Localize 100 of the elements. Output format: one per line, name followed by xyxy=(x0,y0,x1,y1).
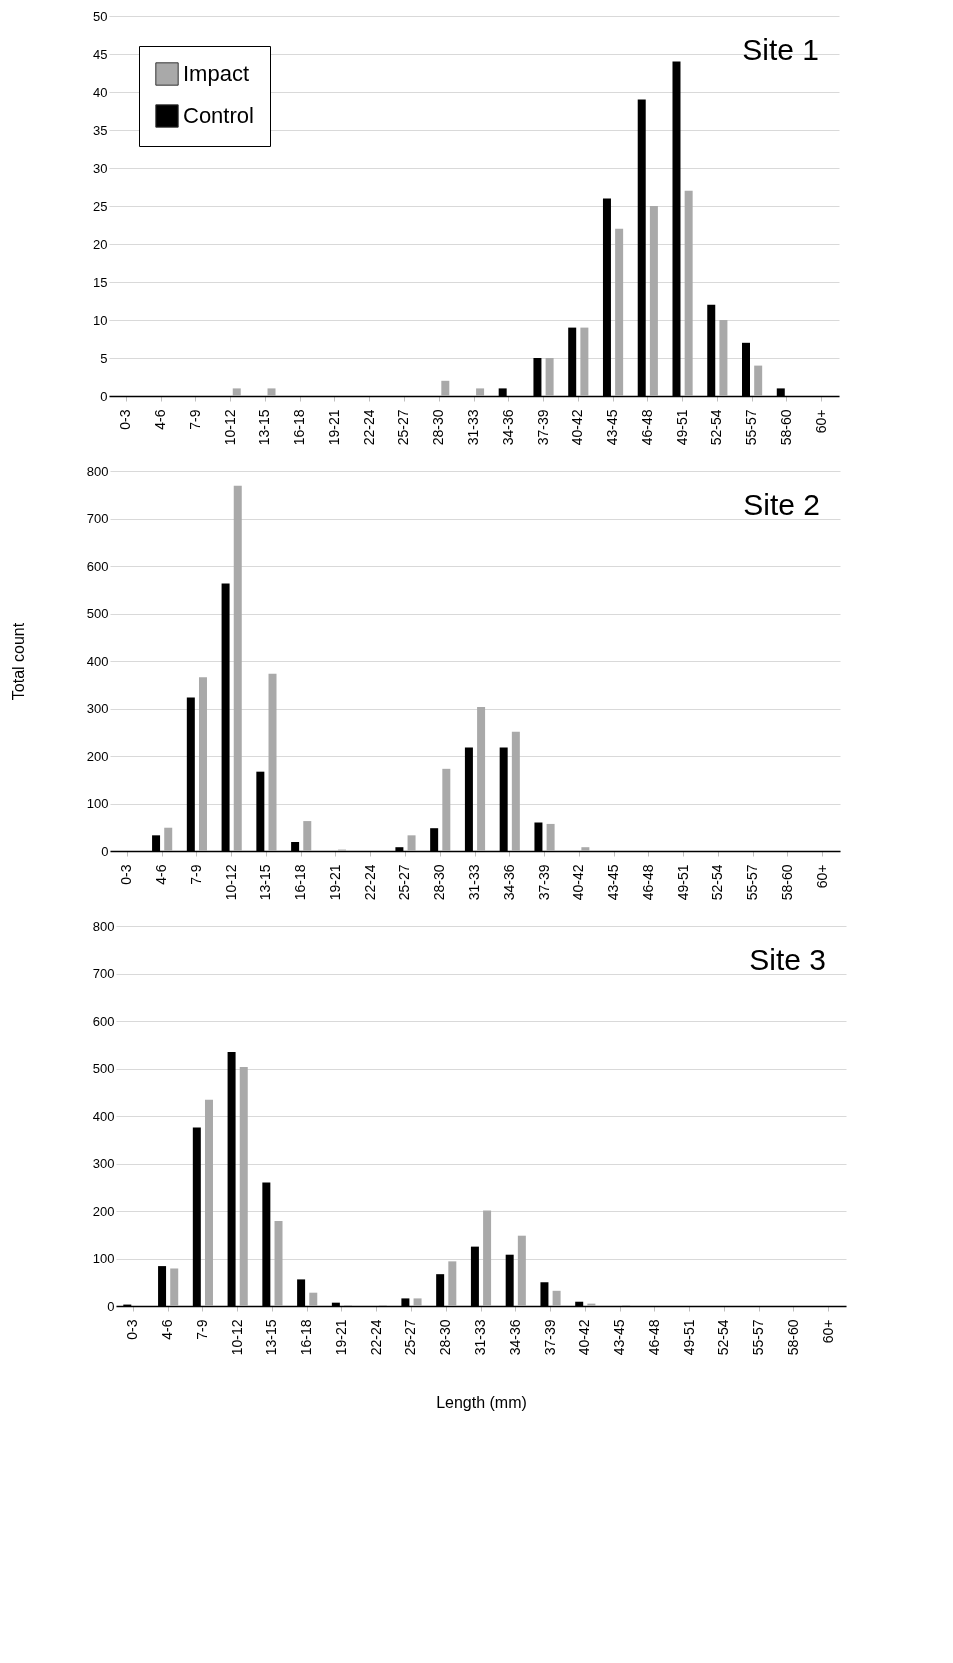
x-tick-label: 52-54 xyxy=(715,1319,732,1356)
bar xyxy=(719,320,728,396)
y-tick-label: 40 xyxy=(93,84,108,100)
x-tick-label: 4-6 xyxy=(153,864,170,885)
x-tick-label: 60+ xyxy=(819,1319,836,1344)
x-tick-label: 28-30 xyxy=(437,1319,454,1356)
y-tick-label: 10 xyxy=(93,312,108,328)
y-tick-label: 700 xyxy=(92,966,115,981)
bar xyxy=(303,821,312,851)
x-tick-label: 25-27 xyxy=(396,864,413,901)
x-tick-label: 10-12 xyxy=(228,1319,245,1356)
x-tick-label: 25-27 xyxy=(395,409,412,446)
x-tick-label: 60+ xyxy=(813,864,830,889)
x-tick-label: 19-21 xyxy=(326,864,343,901)
x-tick-label: 4-6 xyxy=(159,1319,176,1340)
x-tick-label: 10-12 xyxy=(221,409,238,446)
bar xyxy=(545,358,554,396)
x-tick-label: 40-42 xyxy=(576,1319,593,1356)
x-tick-label: 46-48 xyxy=(638,409,655,446)
x-tick-label: 58-60 xyxy=(778,864,795,901)
x-tick-label: 46-48 xyxy=(639,864,656,901)
bar xyxy=(581,847,590,851)
x-tick-label: 60+ xyxy=(812,409,829,434)
bar xyxy=(267,388,276,396)
x-tick-label: 16-18 xyxy=(291,409,308,446)
annotation: Site 2 xyxy=(743,488,820,521)
x-tick-label: 7-9 xyxy=(187,864,204,885)
x-tick-label: 55-57 xyxy=(744,864,761,901)
x-tick-label: 0-3 xyxy=(117,409,134,430)
bar xyxy=(649,206,658,396)
x-tick-label: 19-21 xyxy=(325,409,342,446)
x-tick-label: 43-45 xyxy=(604,409,621,446)
bar xyxy=(448,1261,457,1306)
bar xyxy=(233,485,242,851)
bar xyxy=(754,365,763,396)
x-axis-title: Length (mm) xyxy=(436,1394,527,1412)
x-tick-label: 49-51 xyxy=(673,409,690,446)
bar xyxy=(170,1268,179,1306)
bar xyxy=(198,677,207,851)
bar xyxy=(546,823,555,851)
bar xyxy=(615,228,624,396)
bar xyxy=(239,1067,248,1306)
x-tick-label: 40-42 xyxy=(570,864,587,901)
bar xyxy=(511,731,520,851)
x-tick-label: 52-54 xyxy=(708,409,725,446)
x-tick-label: 22-24 xyxy=(361,864,378,901)
x-tick-label: 0-3 xyxy=(118,864,135,885)
bar xyxy=(232,388,241,396)
bar xyxy=(274,1220,283,1306)
bar xyxy=(407,835,416,851)
x-tick-label: 13-15 xyxy=(263,1319,280,1356)
y-tick-label: 400 xyxy=(86,653,109,669)
bar xyxy=(684,190,693,396)
x-tick-label: 31-33 xyxy=(466,864,482,901)
y-tick-label: 30 xyxy=(93,160,108,176)
y-tick-label: 300 xyxy=(86,701,109,716)
y-tick-label: 25 xyxy=(93,198,108,214)
annotation: Site 3 xyxy=(749,943,826,976)
x-tick-label: 58-60 xyxy=(777,409,794,446)
x-tick-label: 31-33 xyxy=(472,1319,488,1356)
x-tick-label: 0-3 xyxy=(124,1319,141,1340)
y-tick-label: 500 xyxy=(86,606,109,621)
x-tick-label: 7-9 xyxy=(186,409,203,430)
y-tick-label: 0 xyxy=(101,843,109,859)
y-axis-title: Total count xyxy=(9,622,27,701)
x-tick-label: 34-36 xyxy=(499,409,516,446)
bar xyxy=(441,380,450,396)
y-tick-label: 800 xyxy=(86,463,109,479)
x-tick-label: 52-54 xyxy=(709,864,726,901)
y-tick-label: 700 xyxy=(86,511,109,526)
x-tick-label: 13-15 xyxy=(257,864,274,901)
x-tick-label: 31-33 xyxy=(465,409,481,446)
y-tick-label: 400 xyxy=(92,1108,115,1124)
y-tick-label: 0 xyxy=(107,1298,115,1314)
x-tick-label: 43-45 xyxy=(605,864,622,901)
y-tick-label: 15 xyxy=(93,274,108,290)
x-tick-label: 13-15 xyxy=(256,409,273,446)
y-tick-label: 600 xyxy=(92,1013,115,1029)
x-tick-label: 16-18 xyxy=(292,864,309,901)
bar xyxy=(413,1298,422,1306)
x-tick-label: 46-48 xyxy=(645,1319,662,1356)
y-tick-label: 800 xyxy=(92,918,115,934)
x-tick-label: 58-60 xyxy=(784,1319,801,1356)
x-tick-label: 40-42 xyxy=(569,409,586,446)
x-tick-label: 37-39 xyxy=(534,409,551,446)
x-tick-label: 37-39 xyxy=(541,1319,558,1356)
bar xyxy=(204,1099,213,1306)
bar xyxy=(477,707,486,851)
y-tick-label: 35 xyxy=(93,122,108,138)
x-tick-label: 43-45 xyxy=(611,1319,628,1356)
x-tick-label: 22-24 xyxy=(360,409,377,446)
bar xyxy=(309,1292,318,1306)
x-tick-label: 7-9 xyxy=(193,1319,210,1340)
x-tick-label: 49-51 xyxy=(674,864,691,901)
y-tick-label: 600 xyxy=(86,558,109,574)
bar xyxy=(164,827,173,851)
x-tick-label: 22-24 xyxy=(367,1319,384,1356)
x-tick-label: 4-6 xyxy=(152,409,169,430)
x-tick-label: 55-57 xyxy=(750,1319,767,1356)
x-tick-label: 34-36 xyxy=(500,864,517,901)
